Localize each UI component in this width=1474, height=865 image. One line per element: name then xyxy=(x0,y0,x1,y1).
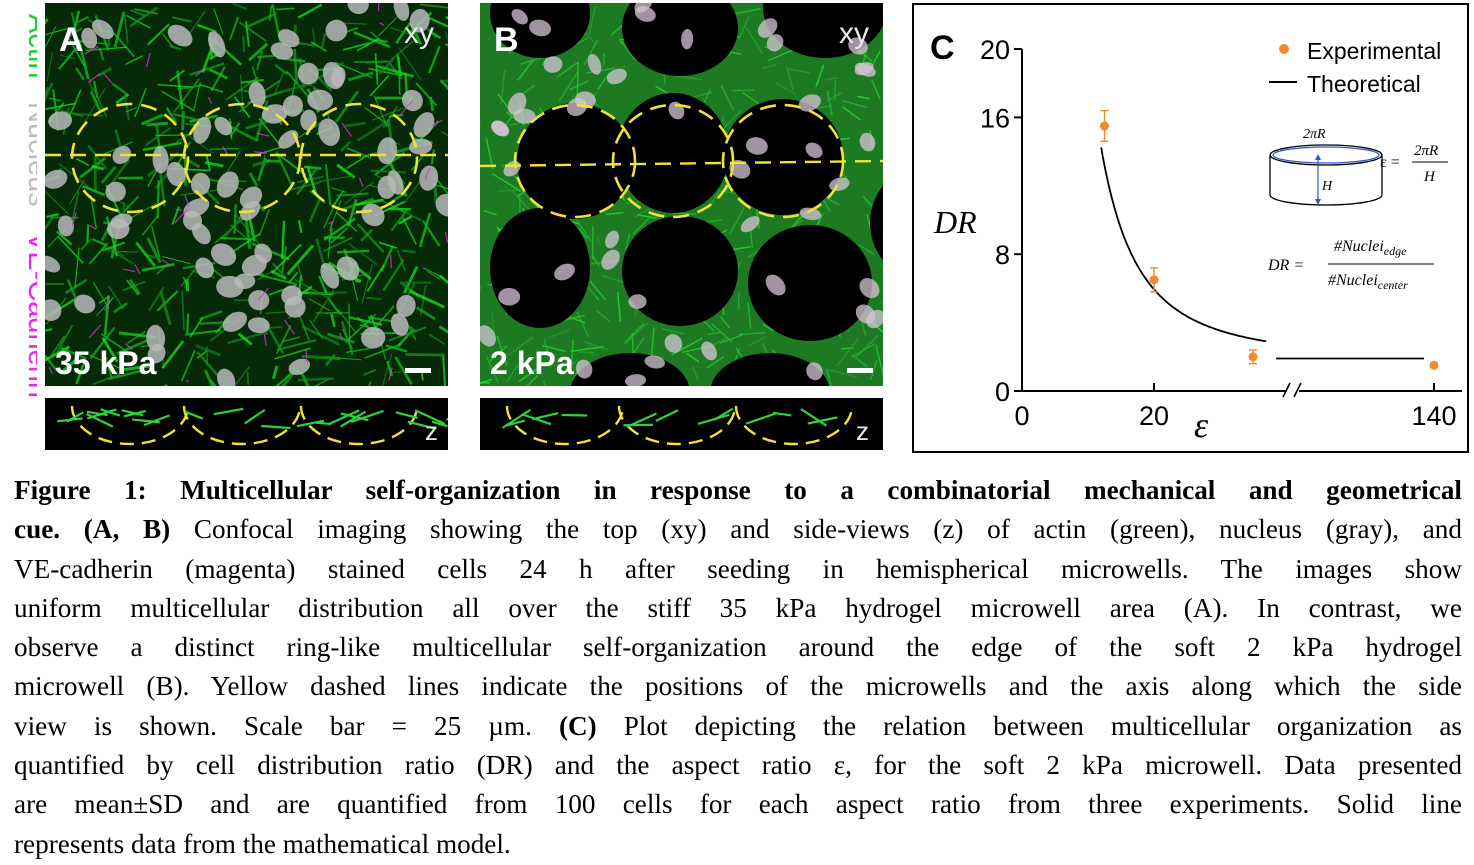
y-tick-label: 0 xyxy=(995,377,1010,407)
experimental-point xyxy=(1100,121,1109,131)
micrograph-a: A xy 35 kPa xyxy=(45,3,448,386)
x-tick-label: 20 xyxy=(1139,401,1169,431)
theoretical-series xyxy=(1100,147,1424,360)
caption-line-1-text: Confocal imaging showing the top (xy) an… xyxy=(193,514,1462,545)
eq-dr-den-sub: center xyxy=(1378,278,1408,292)
caption-figure-label: Figure 1: Multicellular self-organizatio… xyxy=(14,475,1462,505)
caption-line-3: uniform multicellular distribution all o… xyxy=(14,592,1462,623)
panel-b-stiffness: 2 kPa xyxy=(490,345,574,381)
panel-a-view-label: xy xyxy=(404,17,434,50)
eq-dr-lhs: DR = xyxy=(1267,257,1304,274)
legend-experimental-marker xyxy=(1279,44,1289,54)
panel-b-view-label: xy xyxy=(839,17,869,50)
legend-vecadherin: VE-Cadherin xyxy=(22,232,37,398)
eq-epsilon-lhs: ε = xyxy=(1380,154,1400,171)
figure-caption: Figure 1: Multicellular self-organizatio… xyxy=(14,471,1462,864)
scale-bar-b xyxy=(847,368,873,373)
micrograph-b: B xy 2 kPa xyxy=(480,3,883,386)
sideview-b: z xyxy=(480,398,883,450)
sideview-a-image xyxy=(45,398,448,450)
x-axis-label: ε xyxy=(1194,405,1209,445)
inset-height-label: H xyxy=(1321,179,1333,194)
y-tick-label: 8 xyxy=(995,240,1010,270)
caption-line-6b: Plot depicting the relation between mult… xyxy=(623,710,1462,741)
caption-line-6a: view is shown. Scale bar = 25 µm. xyxy=(14,710,532,741)
panel-b-label: B xyxy=(494,21,519,59)
legend-theoretical-label: Theoretical xyxy=(1307,71,1421,97)
legend-experimental-label: Experimental xyxy=(1307,38,1441,64)
caption-line-1: cue. (A, B) Confocal imaging showing the… xyxy=(14,510,1462,549)
experimental-point xyxy=(1429,360,1439,370)
micrograph-a-image xyxy=(45,3,448,386)
panel-a-label: A xyxy=(59,21,84,59)
y-ticks: 0 8 16 20 xyxy=(980,35,1022,407)
experimental-series xyxy=(1100,109,1439,370)
panel-c-chart: C 0 8 16 20 0 20 140 DR ε Experimental Theore… xyxy=(912,3,1469,453)
sideview-b-image xyxy=(480,398,883,450)
y-axis-label: DR xyxy=(933,204,977,240)
x-tick-label: 140 xyxy=(1411,401,1456,431)
y-tick-label: 20 xyxy=(980,35,1010,65)
x-tick-label: 0 xyxy=(1014,401,1029,431)
eq-dr-num-main: #Nuclei xyxy=(1334,238,1384,255)
caption-line-2: VE-cadherin (magenta) stained cells 24 h… xyxy=(14,553,1462,584)
micrograph-b-image xyxy=(480,3,883,386)
sideview-a: z xyxy=(45,398,448,450)
eq-epsilon-num: 2πR xyxy=(1414,143,1438,159)
legend-nucleus: Nucleus xyxy=(22,102,37,207)
caption-c-bold: (C) xyxy=(558,710,597,741)
dr-vs-epsilon-plot: C 0 8 16 20 0 20 140 DR ε Experimental Theore… xyxy=(930,29,1462,445)
y-tick-label: 16 xyxy=(980,103,1010,133)
theoretical-curve xyxy=(1100,147,1267,343)
eq-dr-den-main: #Nuclei xyxy=(1328,272,1378,289)
caption-line-8: are mean±SD and are quantified from 100 … xyxy=(14,789,1462,820)
axis-break-mark-1 xyxy=(1282,382,1291,398)
experimental-point xyxy=(1248,352,1258,362)
caption-line-7: quantified by cell distribution ratio (D… xyxy=(14,750,1462,781)
eq-dr-den: #Nucleicenter xyxy=(1328,272,1408,292)
x-ticks: 0 20 140 xyxy=(1014,383,1457,431)
eq-epsilon-den: H xyxy=(1423,169,1436,185)
inset-circumference-label: 2πR xyxy=(1303,127,1326,142)
scale-bar-a xyxy=(405,368,431,373)
panel-a-stiffness: 35 kPa xyxy=(55,345,157,381)
legend-actin: Actin xyxy=(22,14,37,78)
sideview-b-label: z xyxy=(856,416,869,446)
sideview-a-label: z xyxy=(425,416,438,446)
axis-break-mark-2 xyxy=(1293,382,1302,398)
caption-line-5: microwell (B). Yellow dashed lines indic… xyxy=(14,671,1462,702)
caption-cue-bold: cue. (A, B) xyxy=(14,514,171,545)
caption-line-9: represents data from the mathematical mo… xyxy=(14,828,511,859)
eq-dr-num: #Nucleiedge xyxy=(1334,238,1407,258)
panel-c-label: C xyxy=(930,29,955,67)
caption-line-0: Figure 1: Multicellular self-organizatio… xyxy=(14,471,1462,510)
caption-line-6: view is shown. Scale bar = 25 µm. (C) Pl… xyxy=(14,707,1462,746)
eq-dr-num-sub: edge xyxy=(1384,244,1407,258)
experimental-point xyxy=(1149,275,1159,285)
channel-legend: Actin Nucleus VE-Cadherin xyxy=(3,14,54,404)
caption-line-4: observe a distinct ring-like multicellul… xyxy=(14,632,1462,663)
cylinder-icon xyxy=(1269,144,1383,206)
